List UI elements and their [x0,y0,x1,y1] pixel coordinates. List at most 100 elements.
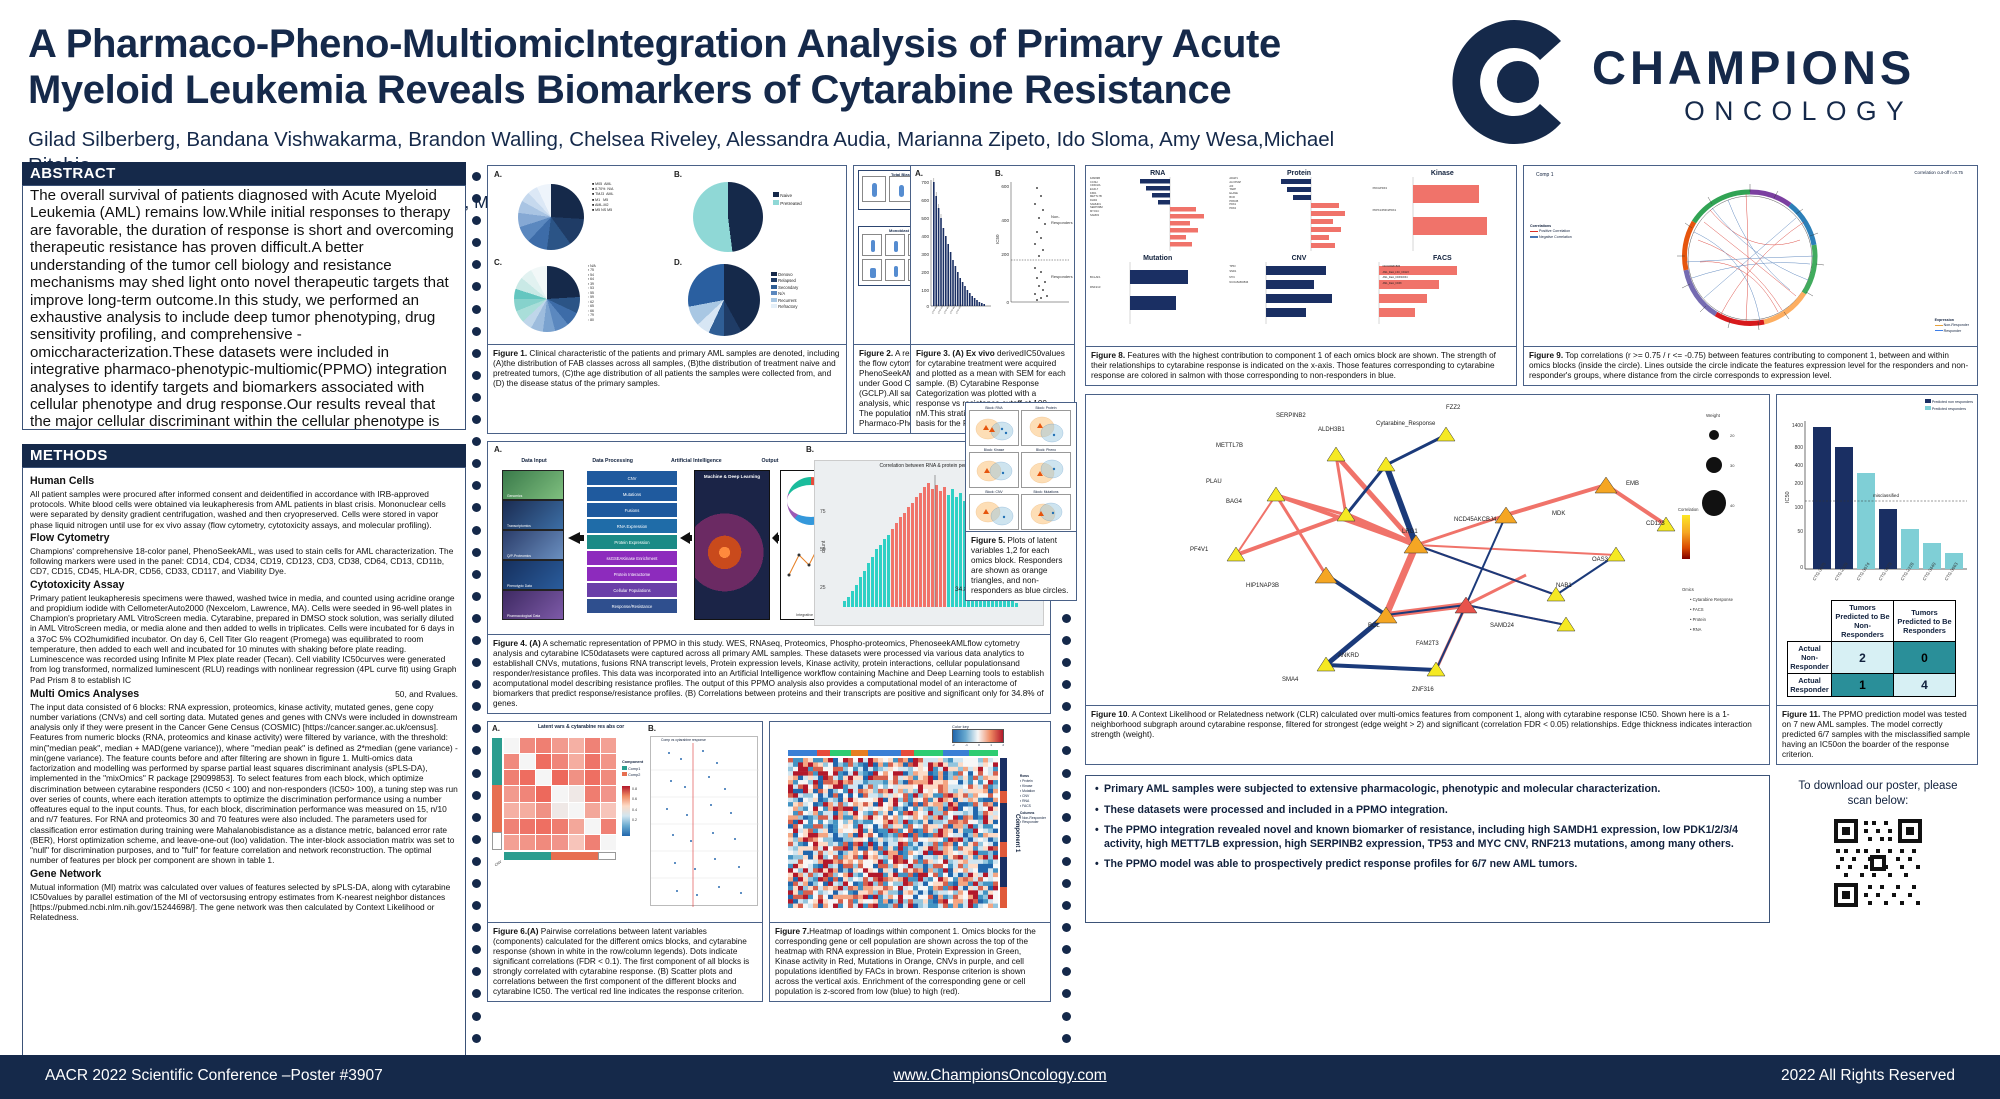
figure-3-art: A. B. 700 600 500 400 300 200 100 0 [911,166,1074,344]
fig8-cnv-labels: TP53 SND1 MYC NCOA5ABCB36 [1229,265,1249,285]
fig6-legend: Component Comp1 Comp2 [622,760,643,779]
svg-text:• Cytarabine Response: • Cytarabine Response [1690,597,1734,602]
title-line-2: Myeloid Leukemia Reveals Biomarkers of C… [28,67,1232,112]
svg-text:count: count [821,540,827,553]
methods-text-1: Champions' comprehensive 18-color panel,… [30,545,454,577]
fig6-scatter-grid: Comp vs cytarabine response [650,736,759,907]
fig11-legend-1: Predicted responders [1931,406,1967,411]
svg-text:200: 200 [1001,252,1009,257]
fig8-block-cnv: CNV [1291,255,1307,262]
fig9-cutoff-label: Correlation cut-off r=0.75 [1914,170,1963,175]
figure-1-panel: A. B. C. D. ■ M05 AML ■ 8.70% N/A ■ TMJ3 A… [487,165,847,434]
svg-text:CTG-3663: CTG-3663 [932,304,939,315]
svg-text:ALDH3B1: ALDH3B1 [1318,427,1345,433]
qr-code[interactable] [1830,814,1926,911]
svg-text:400: 400 [1001,218,1009,223]
fig7-row-annotation [1000,758,1007,908]
svg-text:300: 300 [921,252,929,257]
figure-11-panel: Predicted non responders Predicted respo… [1776,394,1978,765]
pred-row-1-label: Actual Responder [1787,673,1832,697]
fig8-block-facs: FACS [1433,255,1452,262]
svg-text:40: 40 [1730,503,1735,508]
fig1-legend-b-1: Pretreated [780,200,802,206]
fig9-legend-pos: Positive Correlation [1539,229,1571,234]
fig7-cols-legend-title: Columns [1019,810,1035,815]
pred-col-0: Tumors Predicted to Be Non-Responders [1831,600,1894,642]
svg-text:100: 100 [1795,505,1804,511]
svg-text:30: 30 [1730,463,1735,468]
divider-dot [1062,923,1071,933]
champions-oncology-logo: CHAMPIONS ONCOLOGY [1448,16,1978,146]
divider-dot [472,569,481,579]
figure-10-caption-text: . A Context Likelihood or Relatedness ne… [1091,710,1752,739]
svg-text:0: 0 [926,304,929,309]
methods-heading: METHODS [22,444,466,467]
figure-9-label: Figure 9. [1529,351,1564,360]
fig10-node-label: Cytarabine_Response [1376,421,1436,427]
logo-text: CHAMPIONS ONCOLOGY [1592,44,1915,125]
divider-dot [1062,658,1071,668]
svg-text:500: 500 [921,216,929,221]
fig3-panel-a-chart: 700 600 500 400 300 200 100 0 [921,178,991,315]
divider-dot [472,989,481,999]
methods-title-4: Gene Network [30,867,102,880]
figure-3-panel: A. B. 700 600 500 400 300 200 100 0 [910,165,1075,434]
fig1-legend-b: Naive Pretreated [773,192,802,208]
fig1-legend-d-2: Secondary [778,284,799,290]
figure-10-caption: Figure 10. A Context Likelihood or Relat… [1086,705,1769,744]
fig6-col-legend [504,852,617,860]
figure-8-art: RNA FAM69B CCNH CDKN2A EGFL7 FZD1 METTL7B D… [1086,166,1516,346]
figure-11-caption: Figure 11. The PPMO prediction model was… [1777,705,1977,764]
footer-website-link[interactable]: www.ChampionsOncology.com [893,1067,1107,1084]
fig8-block-protein: Protein [1286,170,1312,177]
divider-dot [1062,989,1071,999]
divider-dot [1062,613,1071,623]
svg-text:Weight: Weight [1706,413,1721,418]
divider-dot [1062,1011,1071,1021]
fig4-header-1: Data Processing [592,458,633,464]
fig1-legend-d-0: Denovo [778,272,793,277]
fig4-input-4: Pharmacological Data [507,614,541,618]
svg-text:FZZ2: FZZ2 [1446,405,1461,411]
fig4-proc-6: Protein Interactome [586,566,678,582]
fig11-legend-0: Predicted non responders [1931,400,1973,404]
figure-5-art: Block: RNA Block: Protein [966,403,1076,531]
fig6-legend-comp2: Comp2 [628,773,641,778]
divider-dot [472,437,481,447]
divider-dot [1062,702,1071,712]
methods-section: METHODS Human Cells All patient samples … [22,444,466,1097]
svg-text:LRG1: LRG1 [1402,529,1418,535]
divider-dot [472,746,481,756]
divider-dot [472,326,481,336]
divider-dot [472,459,481,469]
divider-dot [1062,724,1071,734]
figure-11-label: Figure 11. [1782,710,1821,719]
methods-text-0: All patient samples were procured after … [30,488,446,530]
pred-col-1: Tumors Predicted to Be Responders [1893,600,1956,642]
fig9-legend: Correlations Positive Correlation Negati… [1530,224,1572,240]
conclusion-item-1: These datasets were processed and includ… [1095,804,1760,818]
fig6-colorbar-ticks: 0.8 0.6 0.4 0.2 [632,787,637,823]
fig4-input-2: Q/P-Proteomics [507,554,531,558]
divider-dot [472,923,481,933]
logo-oncology-text: ONCOLOGY [1684,96,1914,126]
divider-dot [1062,945,1071,955]
poster-footer: AACR 2022 Scientific Conference –Poster … [0,1055,2000,1099]
fig4-processing-col: CNV Mutations Fusions RNA Expression Pro… [586,470,678,614]
fig3-annot-resp: Responders [1051,274,1073,279]
divider-dot [472,304,481,314]
figure-8-panel: RNA FAM69B CCNH CDKN2A EGFL7 FZD1 METTL7B D… [1085,165,1517,386]
divider-dot [472,1033,481,1043]
divider-dot [472,415,481,425]
figure-6-caption: Figure 6.(A) Pairwise correlations betwe… [488,922,762,1001]
svg-text:600: 600 [1001,184,1009,189]
fig1-panel-a-letter: A. [494,170,502,179]
divider-dot [1062,834,1071,844]
svg-text:200: 200 [921,270,929,275]
conclusions-box: Primary AML samples were subjected to ex… [1085,775,1770,923]
divider-dot [472,282,481,292]
figure-4-label: Figure 4. (A) [493,639,541,648]
fig4-annotation: 34.8% [955,586,973,593]
conclusions-section: Primary AML samples were subjected to ex… [1085,775,1770,923]
